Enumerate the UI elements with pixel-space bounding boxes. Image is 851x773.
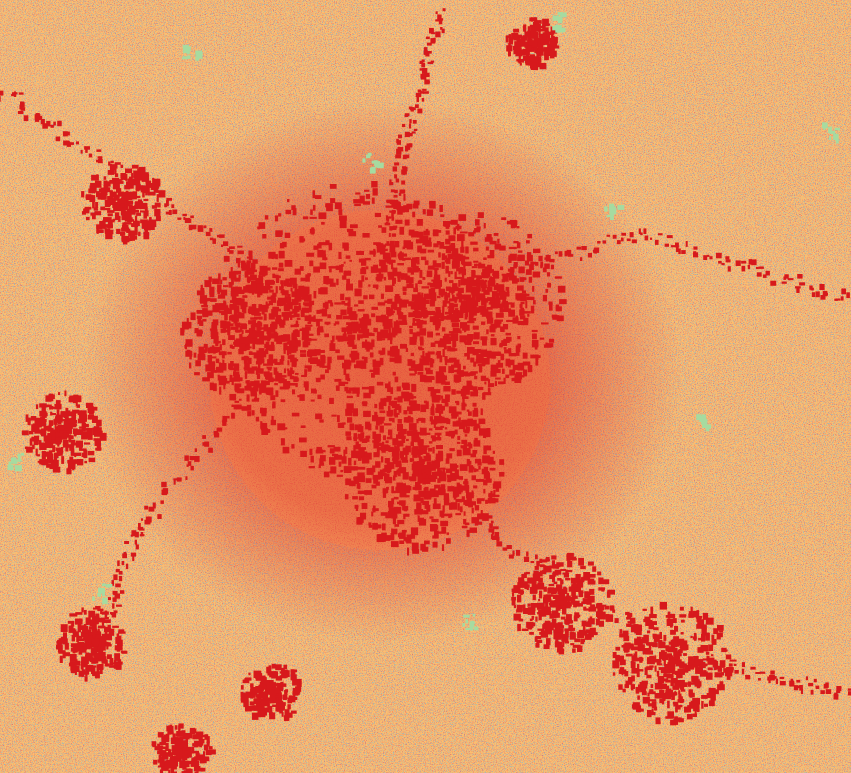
urban-patches <box>0 8 851 773</box>
grass-patches <box>7 12 840 631</box>
